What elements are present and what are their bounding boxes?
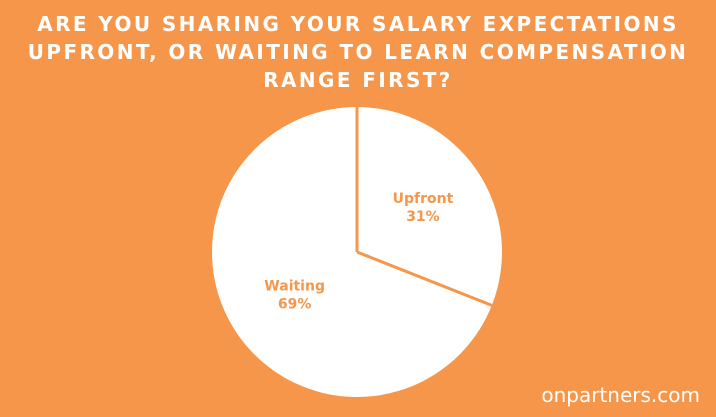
- pie-slice-upfront: [357, 107, 502, 306]
- pie-slice-waiting: [212, 107, 492, 397]
- chart-title: ARE YOU SHARING YOUR SALARY EXPECTATIONS…: [0, 10, 716, 94]
- slice-label-upfront: Upfront: [393, 191, 454, 207]
- slice-label-waiting: Waiting: [264, 278, 325, 294]
- watermark: onpartners.com: [541, 383, 700, 407]
- chart-title-line-2: UPFRONT, OR WAITING TO LEARN COMPENSATIO…: [27, 40, 689, 64]
- slice-value-waiting: 69%: [278, 296, 312, 312]
- chart-title-line-3: RANGE FIRST?: [263, 68, 453, 92]
- slice-value-upfront: 31%: [406, 209, 440, 225]
- chart-title-line-1: ARE YOU SHARING YOUR SALARY EXPECTATIONS: [37, 12, 679, 36]
- slice-divider-2: [356, 250, 493, 307]
